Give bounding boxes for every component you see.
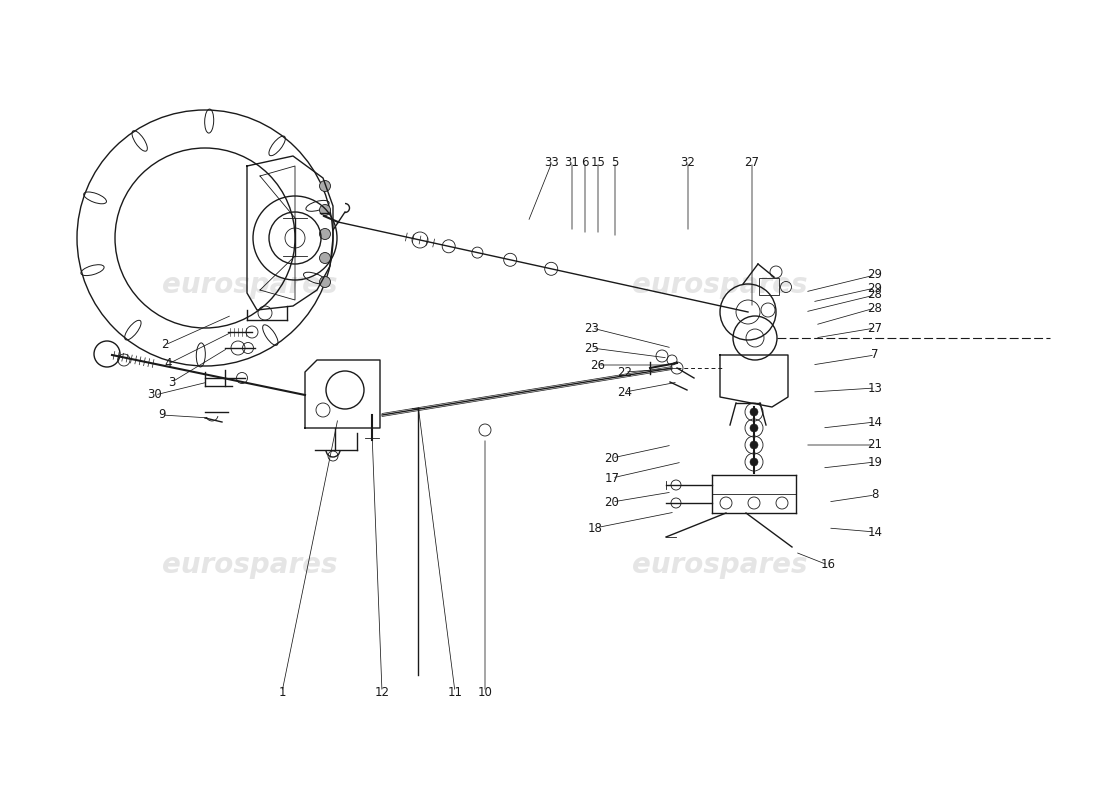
Text: 13: 13: [868, 382, 882, 394]
Circle shape: [319, 205, 330, 215]
Text: 30: 30: [147, 389, 163, 402]
Text: 27: 27: [745, 155, 759, 169]
Text: 33: 33: [544, 155, 560, 169]
Text: 29: 29: [868, 269, 882, 282]
Text: 21: 21: [868, 438, 882, 451]
Text: 11: 11: [448, 686, 462, 698]
Text: 20: 20: [605, 451, 619, 465]
Text: 31: 31: [564, 155, 580, 169]
Text: 29: 29: [868, 282, 882, 294]
Circle shape: [319, 277, 330, 287]
Text: 4: 4: [164, 358, 172, 370]
Text: 32: 32: [681, 155, 695, 169]
Text: 17: 17: [605, 471, 619, 485]
Text: 26: 26: [591, 358, 605, 371]
Text: 1: 1: [278, 686, 286, 698]
Text: 6: 6: [581, 155, 589, 169]
Text: 18: 18: [587, 522, 603, 534]
Text: 12: 12: [374, 686, 389, 698]
Text: eurospares: eurospares: [632, 271, 807, 299]
Text: 8: 8: [871, 489, 879, 502]
Circle shape: [750, 441, 758, 449]
Text: 22: 22: [617, 366, 632, 378]
Text: 20: 20: [605, 495, 619, 509]
Circle shape: [319, 229, 330, 239]
Text: eurospares: eurospares: [163, 551, 338, 579]
Text: 23: 23: [584, 322, 600, 334]
Text: 7: 7: [871, 349, 879, 362]
Text: 28: 28: [868, 302, 882, 314]
Text: eurospares: eurospares: [163, 271, 338, 299]
Text: eurospares: eurospares: [632, 551, 807, 579]
Text: 28: 28: [868, 289, 882, 302]
Circle shape: [750, 424, 758, 432]
Text: 27: 27: [868, 322, 882, 334]
Text: 9: 9: [158, 409, 166, 422]
Circle shape: [319, 253, 330, 263]
Text: 24: 24: [617, 386, 632, 398]
Text: 16: 16: [821, 558, 836, 571]
Text: 3: 3: [168, 375, 176, 389]
Circle shape: [319, 181, 330, 191]
Circle shape: [750, 458, 758, 466]
Text: 2: 2: [162, 338, 168, 351]
Text: 5: 5: [612, 155, 618, 169]
Text: 15: 15: [591, 155, 605, 169]
Text: 14: 14: [868, 526, 882, 538]
Text: 10: 10: [477, 686, 493, 698]
Text: 19: 19: [868, 455, 882, 469]
Text: 14: 14: [868, 415, 882, 429]
Text: 25: 25: [584, 342, 600, 354]
Circle shape: [750, 408, 758, 416]
